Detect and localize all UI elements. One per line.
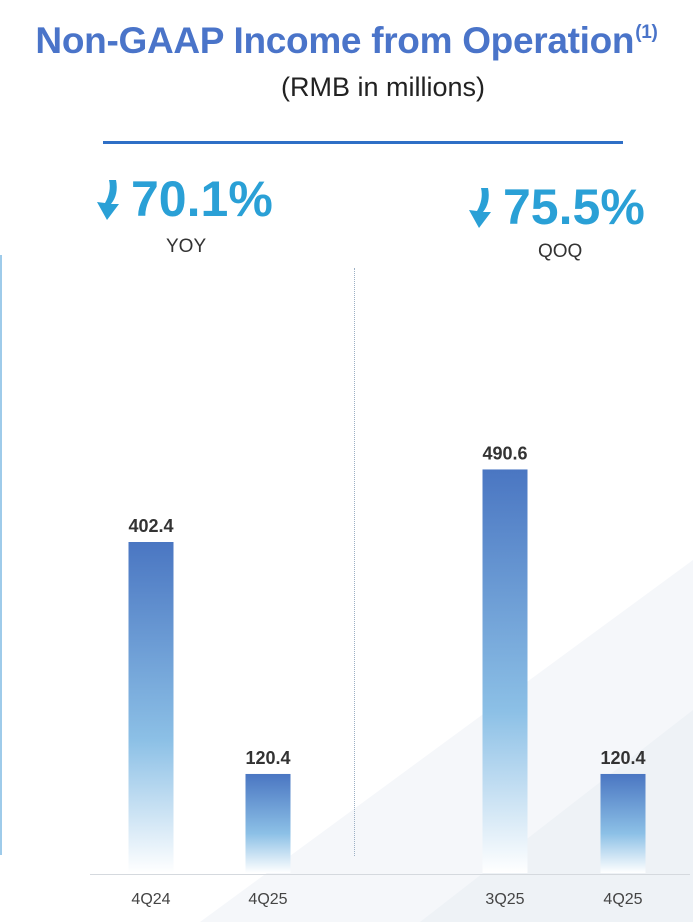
page-title: Non-GAAP Income from Operation(1): [0, 20, 693, 62]
data-label: 402.4: [128, 516, 173, 536]
page-subtitle: (RMB in millions): [281, 72, 486, 102]
down-arrow-icon: [469, 188, 491, 228]
down-arrow-icon: [97, 180, 119, 220]
x-tick-label: 3Q25: [485, 891, 524, 908]
left-accent-line: [0, 255, 2, 855]
data-label: 490.6: [482, 443, 527, 463]
data-label: 120.4: [245, 748, 290, 768]
bar-4q24: [128, 542, 174, 873]
title-text: Non-GAAP Income from Operation: [35, 20, 635, 61]
yoy-label: YOY: [166, 236, 207, 257]
chart-baseline: [90, 874, 690, 875]
panel-divider: [354, 268, 355, 856]
data-label: 120.4: [600, 748, 645, 768]
x-tick-label: 4Q25: [603, 891, 642, 908]
yoy-value: 70.1%: [131, 171, 273, 227]
header-divider: [103, 141, 623, 144]
bar-4q25: [245, 773, 291, 873]
x-tick-label: 4Q25: [248, 891, 287, 908]
qoq-value: 75.5%: [503, 179, 645, 235]
x-tick-label: 4Q24: [131, 891, 170, 908]
title-footnote: (1): [635, 22, 658, 43]
bar-4q25: [600, 773, 646, 873]
qoq-label: QOQ: [538, 241, 583, 262]
bar-3q25: [482, 469, 528, 873]
